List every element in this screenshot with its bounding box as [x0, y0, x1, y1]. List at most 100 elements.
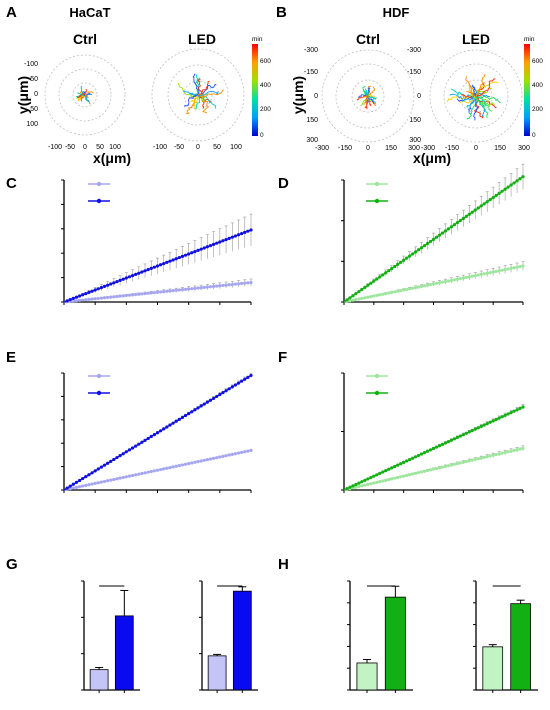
- cell-track: [475, 95, 501, 104]
- chart-f-mad-hdf: [341, 372, 525, 493]
- panel-b-cbar-tick: 0: [532, 132, 536, 139]
- cell-track: [466, 95, 477, 108]
- panel-b-xtick: 300: [518, 145, 530, 152]
- panel-b-ytick: 150: [306, 117, 318, 124]
- panel-b-xtick: 150: [494, 145, 506, 152]
- panel-b-xtick: 0: [366, 145, 370, 152]
- cell-track: [475, 95, 487, 106]
- cell-track: [475, 81, 499, 97]
- cell-track: [475, 74, 486, 97]
- cell-track: [192, 73, 200, 96]
- cell-track: [471, 84, 477, 97]
- series-led: [343, 163, 525, 303]
- panel-a-xtick: 0: [196, 144, 200, 151]
- panel-b-ylabel: y(μm): [290, 76, 306, 114]
- panel-b-title: HDF: [383, 5, 410, 20]
- panel-label-f: F: [278, 349, 287, 366]
- panel-a-ytick: 0: [34, 91, 38, 98]
- cell-track: [84, 94, 88, 102]
- bar-ctrl: [207, 655, 227, 691]
- panel-a-ctrl-label: Ctrl: [73, 31, 97, 47]
- cell-track: [364, 88, 369, 97]
- panel-a-xtick: 50: [213, 144, 221, 151]
- bar-led: [384, 596, 406, 691]
- legend-swatch-marker: [96, 198, 102, 204]
- panel-a-led-tracks: [177, 73, 224, 115]
- panel-label-c: C: [6, 175, 17, 192]
- series-led: [63, 372, 253, 491]
- fit-line: [63, 281, 252, 303]
- panel-b: B HDF Ctrl LED y(μm) x(μm) -300 -150 0 1…: [276, 4, 543, 166]
- panel-b-xtick: -150: [445, 145, 459, 152]
- bar-ctrl: [356, 662, 378, 691]
- panel-a-led-label: LED: [188, 31, 216, 47]
- legend-swatch-marker: [374, 390, 380, 396]
- cell-track: [77, 93, 86, 99]
- panel-a-title: HaCaT: [69, 5, 110, 20]
- cell-track: [84, 94, 90, 103]
- bar-led: [114, 615, 134, 691]
- fit-line: [343, 265, 524, 303]
- panel-label-d: D: [278, 175, 289, 192]
- panel-b-ytick: -150: [304, 69, 318, 76]
- cell-track: [197, 90, 219, 97]
- panel-a-ylabel: y(μm): [15, 76, 31, 114]
- cell-track: [197, 89, 224, 98]
- fit-line: [343, 176, 524, 303]
- panel-a-ctrl-plot: [44, 54, 126, 136]
- chart-g-velocity: [199, 580, 258, 693]
- panel-b-ytick: -300: [407, 47, 421, 54]
- panel-a-xtick: -50: [174, 144, 184, 151]
- fit-line: [63, 229, 252, 303]
- panel-a-xtick: 0: [83, 144, 87, 151]
- panel-b-ytick: 0: [417, 93, 421, 100]
- panel-b-xtick: 300: [408, 145, 420, 152]
- chart-g-displacement: [81, 580, 140, 693]
- bar-led: [232, 590, 252, 691]
- cell-track: [84, 91, 94, 96]
- cell-track: [184, 94, 199, 107]
- cell-track: [466, 96, 478, 120]
- panel-a-xtick: -50: [65, 144, 75, 151]
- bar-ctrl: [482, 646, 504, 691]
- cell-track: [197, 94, 209, 113]
- series-ctrl: [343, 445, 525, 491]
- cell-track: [367, 86, 375, 97]
- cell-track: [356, 95, 369, 101]
- panel-b-ctrl-tracks: [356, 85, 377, 110]
- panel-b-xlabel: x(μm): [413, 150, 451, 166]
- panel-a-cbar-tick: 200: [260, 106, 271, 113]
- series-ctrl: [63, 278, 253, 304]
- panel-a-cbar-tick: 600: [260, 58, 271, 65]
- cell-track: [183, 90, 199, 96]
- panel-a-xtick: 100: [230, 144, 242, 151]
- panel-a-cbar-unit: min: [252, 36, 263, 43]
- panel-b-led-label: LED: [462, 31, 490, 47]
- panel-a-ytick: 50: [30, 106, 38, 113]
- panel-b-ytick: -300: [304, 47, 318, 54]
- panel-b-ytick: 300: [306, 137, 318, 144]
- chart-h-displacement: [347, 580, 413, 693]
- bar-ctrl: [89, 669, 109, 691]
- panel-a-colorbar: min 600 400 200 0: [252, 36, 271, 139]
- panel-b-cbar-tick: 600: [532, 58, 543, 65]
- panel-b-xtick: -300: [421, 145, 435, 152]
- cell-track: [465, 76, 477, 97]
- series-led: [63, 213, 253, 303]
- panel-a-xlabel: x(μm): [93, 150, 131, 166]
- fit-line: [343, 406, 524, 491]
- panel-b-cbar-tick: 200: [532, 106, 543, 113]
- panel-b-ytick: 300: [409, 137, 421, 144]
- panel-a: A HaCaT Ctrl LED y(μm) x(μm) -100 -50 0 …: [6, 4, 271, 166]
- cell-track: [197, 79, 203, 96]
- panel-a-cbar-tick: 0: [260, 132, 264, 139]
- cell-track: [195, 74, 200, 96]
- cell-track: [364, 95, 369, 110]
- panel-a-ctrl-tracks: [75, 85, 94, 105]
- cell-track: [363, 95, 369, 106]
- panel-b-ctrl-plot: [321, 49, 415, 143]
- cell-track: [449, 93, 477, 102]
- bar-led: [510, 603, 531, 691]
- cell-track: [367, 91, 369, 97]
